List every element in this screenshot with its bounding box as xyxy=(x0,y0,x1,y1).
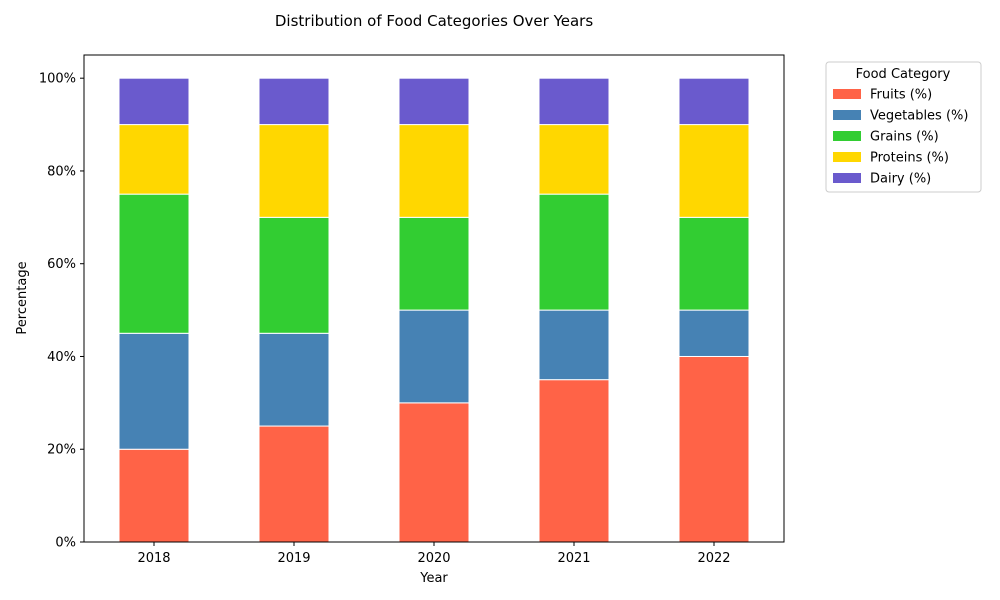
bars-layer xyxy=(118,77,750,543)
bar-segment-2018-series-4 xyxy=(118,77,190,126)
y-axis: 0% 20% 40% 60% 80% 100% xyxy=(39,72,84,551)
legend-swatch-2 xyxy=(833,131,861,141)
bar-segment-2018-series-1 xyxy=(118,332,190,450)
bar-segment-2021-series-3 xyxy=(538,124,610,195)
bar-segment-2022-series-4 xyxy=(678,77,750,126)
bar-segment-2019-series-0 xyxy=(258,425,330,543)
bar-segment-2020-series-0 xyxy=(398,402,470,543)
legend: Food Category Fruits (%) Vegetables (%) Gr… xyxy=(825,61,982,193)
legend-label-1: Vegetables (%) xyxy=(870,109,968,124)
bar-segment-2022-series-0 xyxy=(678,355,750,543)
bar-segment-2018-series-3 xyxy=(118,124,190,195)
x-axis: 2018 2019 2020 2021 2022 xyxy=(137,542,731,566)
bar-segment-2022-series-1 xyxy=(678,309,750,357)
legend-title: Food Category xyxy=(856,67,951,82)
y-tick-label: 60% xyxy=(47,257,76,272)
x-tick-label: 2022 xyxy=(697,551,730,566)
legend-items: Fruits (%) Vegetables (%) Grains (%) Protei… xyxy=(833,88,968,187)
legend-swatch-1 xyxy=(833,110,861,120)
x-tick-label: 2019 xyxy=(277,551,310,566)
bar-segment-2020-series-3 xyxy=(398,124,470,218)
x-tick-label: 2018 xyxy=(137,551,170,566)
y-tick-label: 80% xyxy=(47,164,76,179)
chart-title: Distribution of Food Categories Over Yea… xyxy=(275,12,593,30)
bar-segment-2021-series-1 xyxy=(538,309,610,381)
bar-segment-2021-series-2 xyxy=(538,193,610,311)
legend-label-4: Dairy (%) xyxy=(870,172,931,187)
y-tick-label: 20% xyxy=(47,443,76,458)
x-tick-label: 2020 xyxy=(417,551,450,566)
bar-segment-2019-series-2 xyxy=(258,216,330,334)
x-tick-label: 2021 xyxy=(557,551,590,566)
y-tick-label: 0% xyxy=(55,536,76,551)
bar-segment-2021-series-0 xyxy=(538,379,610,543)
bar-segment-2018-series-2 xyxy=(118,193,190,334)
legend-label-2: Grains (%) xyxy=(870,130,939,145)
legend-label-0: Fruits (%) xyxy=(870,88,932,103)
bar-segment-2020-series-2 xyxy=(398,216,470,311)
bar-segment-2019-series-3 xyxy=(258,124,330,218)
legend-swatch-4 xyxy=(833,173,861,183)
bar-segment-2019-series-4 xyxy=(258,77,330,126)
bar-segment-2018-series-0 xyxy=(118,448,190,543)
legend-swatch-0 xyxy=(833,89,861,99)
bar-segment-2020-series-4 xyxy=(398,77,470,126)
y-axis-title: Percentage xyxy=(15,261,30,334)
bar-segment-2022-series-2 xyxy=(678,216,750,311)
bar-segment-2020-series-1 xyxy=(398,309,470,404)
x-axis-title: Year xyxy=(419,571,448,586)
bar-segment-2022-series-3 xyxy=(678,124,750,218)
legend-swatch-3 xyxy=(833,152,861,162)
legend-frame xyxy=(825,61,982,193)
legend-label-3: Proteins (%) xyxy=(870,151,949,166)
y-tick-label: 100% xyxy=(39,72,76,87)
bar-segment-2019-series-1 xyxy=(258,332,330,427)
bar-segment-2021-series-4 xyxy=(538,77,610,126)
y-tick-label: 40% xyxy=(47,350,76,365)
